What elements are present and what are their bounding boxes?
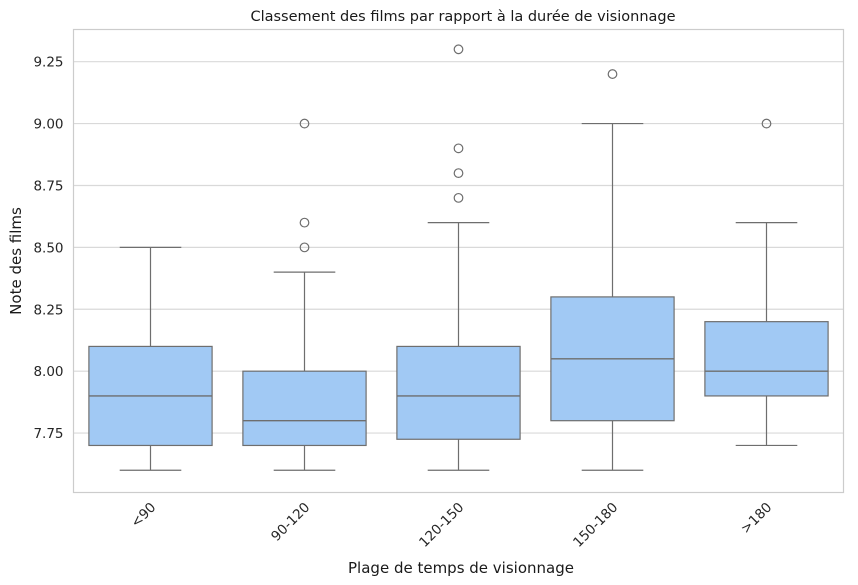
box-group	[242, 118, 367, 471]
chart-title: Classement des films par rapport à la du…	[250, 9, 675, 25]
box-group	[550, 69, 675, 471]
iqr-box	[242, 370, 367, 447]
outlier-point	[453, 168, 464, 179]
outlier-point	[453, 192, 464, 203]
y-axis-label: Note des films	[7, 207, 25, 315]
x-tick-labels: <90 90-120 120-150 150-180 >180	[128, 500, 775, 551]
y-tick-label: 7.75	[33, 426, 63, 442]
outlier-point	[761, 118, 772, 129]
plot-frame	[72, 28, 845, 494]
y-tick-label: 9.00	[33, 117, 63, 133]
outlier-point	[453, 143, 464, 154]
x-tick-label: 90-120	[268, 500, 313, 545]
box-series	[88, 44, 829, 471]
box-group	[396, 44, 521, 471]
outlier-point	[299, 118, 310, 129]
box-group	[88, 246, 213, 471]
y-tick-label: 8.25	[33, 302, 63, 318]
y-tick-label: 8.50	[33, 240, 63, 256]
x-tick-label: 150-180	[570, 500, 621, 551]
box-group	[704, 118, 829, 447]
x-tick-label: <90	[128, 500, 159, 531]
outlier-point	[607, 69, 618, 79]
outlier-point	[299, 242, 310, 253]
outlier-point	[299, 217, 310, 228]
y-tick-label: 8.00	[33, 364, 63, 380]
x-tick-label: 120-150	[416, 500, 467, 551]
y-tick-label: 8.75	[33, 178, 63, 194]
y-tick-labels: 7.75 8.00 8.25 8.50 8.75 9.00 9.25	[33, 55, 63, 442]
iqr-box	[704, 321, 829, 397]
x-tick-label: >180	[738, 500, 776, 538]
iqr-box	[396, 345, 521, 440]
y-tick-label: 9.25	[33, 55, 63, 71]
outlier-point	[453, 44, 464, 55]
x-axis-label: Plage de temps de visionnage	[348, 559, 574, 577]
